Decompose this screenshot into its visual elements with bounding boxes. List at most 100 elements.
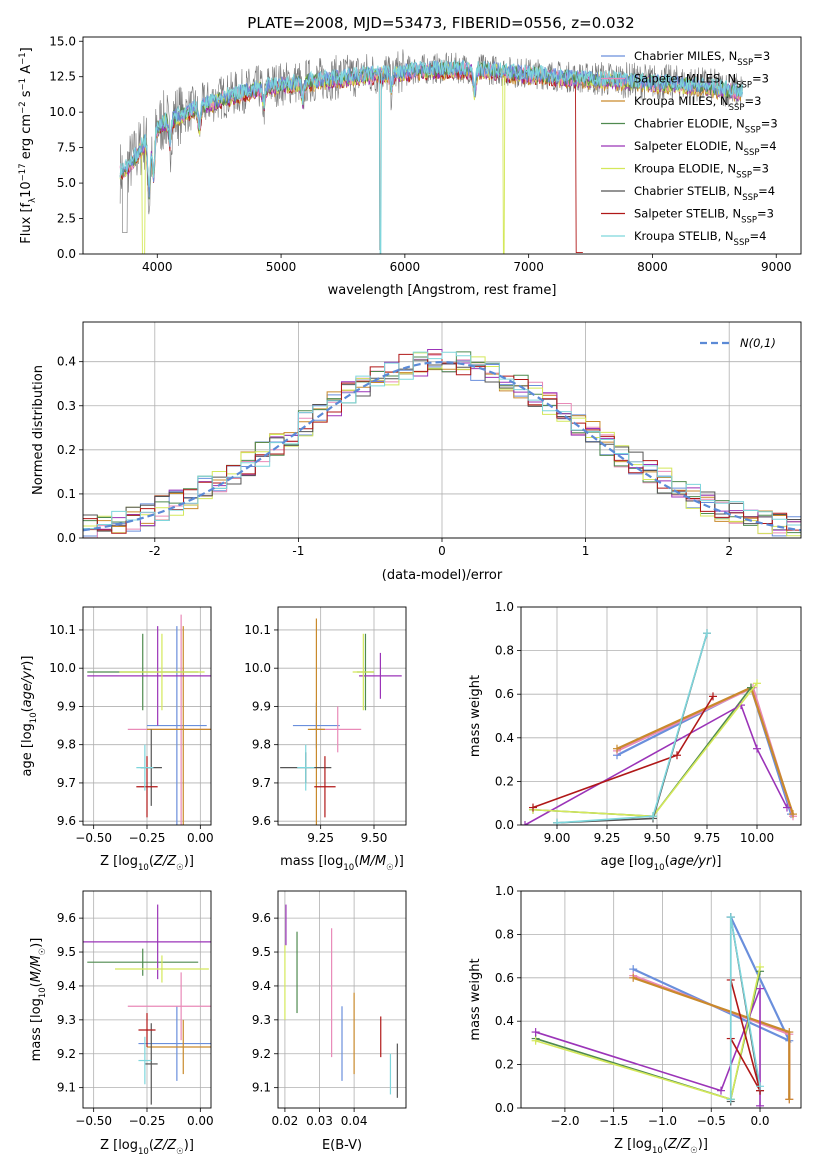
x-tick-label: 5000 xyxy=(266,260,297,274)
y-tick-label: 9.6 xyxy=(57,814,76,828)
y-tick-label: 10.1 xyxy=(244,623,271,637)
x-tick-label: −0.25 xyxy=(129,831,166,845)
x-tick-label: 9.50 xyxy=(361,831,388,845)
mass-vs-ebv-panel: 0.02 0.03 0.04 9.1 9.2 9.3 9.4 9.5 9.6 E(B-V) xyxy=(252,890,407,1153)
x-tick-label: -2 xyxy=(149,544,161,558)
legend-entry: Chabrier STELIB, NSSP=4 xyxy=(634,184,775,203)
x-axis-label: E(B-V) xyxy=(322,1138,362,1153)
y-tick-label: 9.4 xyxy=(252,979,271,993)
massweight-line xyxy=(524,703,788,825)
y-tick-label: 9.6 xyxy=(252,814,271,828)
model-spectrum-line xyxy=(119,62,583,254)
x-axis-label: Z [log10(Z/Z☉)] xyxy=(100,854,194,873)
spectrum-panel: 4000 5000 6000 7000 8000 9000 0.0 2.5 5.0 7.5 10.0… xyxy=(18,34,802,298)
y-tick-label: 15.0 xyxy=(49,34,76,48)
x-tick-label: -1 xyxy=(292,544,304,558)
age-vs-metallicity-panel: −0.50 −0.25 0.00 9.6 9.7 9.8 9.9 10.0 10.1 Z [log… xyxy=(20,606,214,873)
legend-entry: N(0,1) xyxy=(740,336,776,350)
y-tick-label: 0.0 xyxy=(495,1101,514,1115)
y-tick-label: 0.4 xyxy=(495,1014,514,1028)
x-axis-label: Z [log10(Z/Z☉)] xyxy=(614,1137,708,1156)
x-axis-label: wavelength [Angstrom, rest frame] xyxy=(328,283,557,298)
y-tick-label: 0.0 xyxy=(495,818,514,832)
x-tick-label: 9.25 xyxy=(307,831,334,845)
y-tick-label: 0.8 xyxy=(495,644,514,658)
y-tick-label: 9.3 xyxy=(252,1013,271,1027)
plot-area xyxy=(87,614,211,825)
y-tick-label: 9.2 xyxy=(252,1047,271,1061)
y-tick-label: 10.0 xyxy=(244,661,271,675)
massweight-line xyxy=(532,687,752,818)
plot-area xyxy=(119,49,744,254)
x-tick-label: −0.50 xyxy=(75,1114,112,1128)
legend-entry: Salpeter STELIB, NSSP=3 xyxy=(634,207,774,226)
x-tick-label: 0.0 xyxy=(750,1114,769,1128)
y-tick-label: 10.1 xyxy=(49,623,76,637)
y-tick-label: 9.7 xyxy=(252,776,271,790)
y-tick-label: 9.7 xyxy=(57,776,76,790)
legend-entry: Chabrier MILES, NSSP=3 xyxy=(634,49,770,68)
x-tick-label: −2.0 xyxy=(550,1114,579,1128)
x-tick-label: 4000 xyxy=(142,260,173,274)
x-tick-label: 0.02 xyxy=(272,1114,299,1128)
x-tick-label: 0 xyxy=(438,544,446,558)
x-tick-label: 0.03 xyxy=(306,1114,333,1128)
y-tick-label: 9.5 xyxy=(252,945,271,959)
massweight-line xyxy=(535,971,761,1101)
y-axis-label: mass weight xyxy=(468,675,483,757)
x-tick-label: 1 xyxy=(582,544,590,558)
plot-area xyxy=(531,913,794,1108)
y-tick-label: 10.0 xyxy=(49,661,76,675)
x-axis-label: (data-model)/error xyxy=(382,568,503,583)
massweight-line xyxy=(532,682,758,818)
y-tick-label: 2.5 xyxy=(57,212,76,226)
y-tick-label: 9.6 xyxy=(252,911,271,925)
y-tick-label: 0.2 xyxy=(495,774,514,788)
y-tick-label: 7.5 xyxy=(57,141,76,155)
legend-entry: Kroupa ELODIE, NSSP=3 xyxy=(634,162,769,181)
y-axis-label: Flux [fλ10−17 erg cm−2 s−1 A−1] xyxy=(18,47,38,243)
massweight-line xyxy=(535,966,761,1101)
y-tick-label: 12.5 xyxy=(49,70,76,84)
y-tick-label: 1.0 xyxy=(495,884,514,898)
residuals-panel: -2 -1 0 1 2 0.0 0.1 0.2 0.3 0.4 (data-model)/error… xyxy=(31,321,802,583)
y-tick-label: 9.8 xyxy=(252,738,271,752)
model-spectrum-line xyxy=(119,59,744,254)
y-tick-label: 0.4 xyxy=(57,355,76,369)
figure-title: PLATE=2008, MJD=53473, FIBERID=0556, z=0… xyxy=(247,14,634,32)
axes-frame xyxy=(82,890,212,1109)
legend-entry: Chabrier ELODIE, NSSP=3 xyxy=(634,117,778,136)
x-axis-label: mass [log10(M/M☉)] xyxy=(280,854,404,873)
y-tick-label: 0.2 xyxy=(495,1058,514,1072)
x-tick-label: 9.25 xyxy=(594,831,621,845)
x-tick-label: 0.00 xyxy=(187,831,214,845)
axes-frame xyxy=(82,606,212,826)
normal-curve xyxy=(83,361,801,532)
y-tick-label: 0.6 xyxy=(495,971,514,985)
x-tick-label: 8000 xyxy=(637,260,668,274)
massweight-line xyxy=(535,988,761,1106)
y-tick-label: 0.0 xyxy=(57,247,76,261)
y-tick-label: 0.0 xyxy=(57,531,76,545)
age-vs-mass-panel: 9.25 9.50 9.6 9.7 9.8 9.9 10.0 10.1 mass [log10(… xyxy=(244,606,407,873)
x-axis-label: Z [log10(Z/Z☉)] xyxy=(100,1138,194,1157)
y-tick-label: 9.3 xyxy=(57,1013,76,1027)
x-tick-label: 9000 xyxy=(761,260,792,274)
y-tick-label: 0.8 xyxy=(495,927,514,941)
x-tick-label: 9.75 xyxy=(694,831,721,845)
plot-area xyxy=(521,629,797,825)
massweight-line xyxy=(729,979,761,1092)
massweight-line xyxy=(616,686,795,817)
y-tick-label: 0.6 xyxy=(495,687,514,701)
y-tick-label: 10.0 xyxy=(49,105,76,119)
legend-entry: Kroupa MILES, NSSP=3 xyxy=(634,94,761,113)
axes-frame xyxy=(520,890,802,1109)
axes-frame xyxy=(82,36,802,255)
y-axis-label: age [log10(age/yr)] xyxy=(20,656,39,777)
y-tick-label: 0.1 xyxy=(57,487,76,501)
plot-area xyxy=(280,618,402,825)
y-tick-label: 9.6 xyxy=(57,911,76,925)
x-tick-label: 9.50 xyxy=(644,831,671,845)
axes-frame xyxy=(520,606,802,826)
